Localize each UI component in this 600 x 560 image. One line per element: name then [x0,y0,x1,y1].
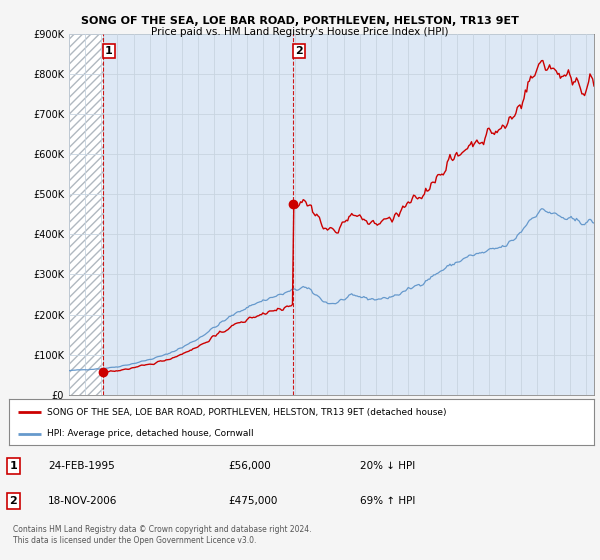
Text: 24-FEB-1995: 24-FEB-1995 [48,461,115,471]
Text: 1: 1 [105,46,113,56]
Text: 2: 2 [10,496,17,506]
Text: £56,000: £56,000 [228,461,271,471]
Text: Price paid vs. HM Land Registry's House Price Index (HPI): Price paid vs. HM Land Registry's House … [151,27,449,37]
Text: 1: 1 [10,461,17,471]
Bar [69,34,103,395]
Text: 69% ↑ HPI: 69% ↑ HPI [360,496,415,506]
Text: SONG OF THE SEA, LOE BAR ROAD, PORTHLEVEN, HELSTON, TR13 9ET (detached house): SONG OF THE SEA, LOE BAR ROAD, PORTHLEVE… [47,408,446,417]
Text: HPI: Average price, detached house, Cornwall: HPI: Average price, detached house, Corn… [47,429,254,438]
Text: 2: 2 [295,46,302,56]
Text: £475,000: £475,000 [228,496,277,506]
Text: 20% ↓ HPI: 20% ↓ HPI [360,461,415,471]
Text: SONG OF THE SEA, LOE BAR ROAD, PORTHLEVEN, HELSTON, TR13 9ET: SONG OF THE SEA, LOE BAR ROAD, PORTHLEVE… [81,16,519,26]
Bar [69,34,103,395]
Text: 18-NOV-2006: 18-NOV-2006 [48,496,118,506]
Text: Contains HM Land Registry data © Crown copyright and database right 2024.
This d: Contains HM Land Registry data © Crown c… [13,525,312,545]
